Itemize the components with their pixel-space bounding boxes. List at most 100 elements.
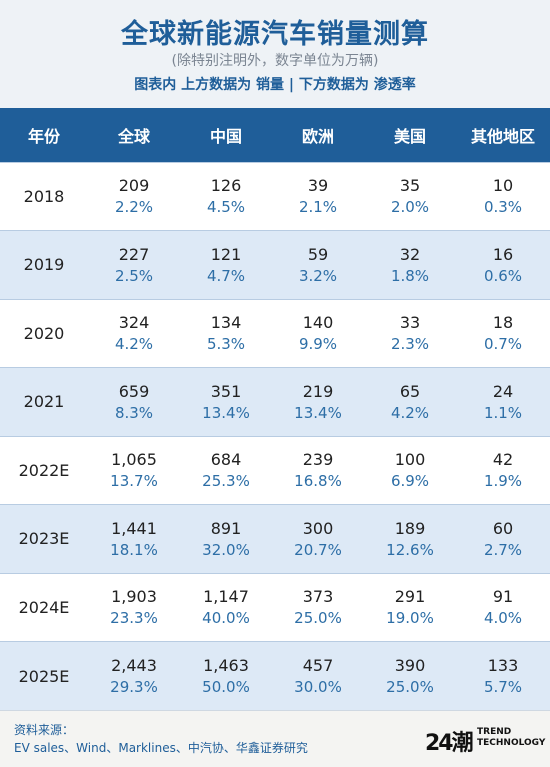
penetration-rate: 2.5% xyxy=(114,266,154,285)
sales-volume: 1,441 xyxy=(111,518,157,538)
page-title: 全球新能源汽车销量测算 xyxy=(121,19,429,50)
penetration-rate: 2.1% xyxy=(298,198,338,217)
table-body: 2018 209 2.2% 126 4.5% 39 2.1% 35 2.0% 10 0.3% 2019… xyxy=(0,162,550,710)
data-cell: 300 20.7% xyxy=(272,505,364,574)
table-row: 2023E 1,441 18.1% 891 32.0% 300 20.7% 189 12.6% 6… xyxy=(0,504,550,574)
data-cell: 42 1.9% xyxy=(456,436,550,505)
data-cell: 32 1.8% xyxy=(364,231,456,300)
sales-volume: 300 xyxy=(302,518,334,538)
penetration-rate: 13.7% xyxy=(110,472,158,491)
year-cell: 2020 xyxy=(23,323,65,343)
sales-volume: 189 xyxy=(394,518,426,538)
unit-note: (除特别注明外，数字单位为万辆) xyxy=(171,53,379,69)
data-cell: 684 25.3% xyxy=(180,436,272,505)
sales-volume: 65 xyxy=(399,381,421,401)
col-header-usa: 美国 xyxy=(393,126,426,146)
data-cell: 91 4.0% xyxy=(456,573,550,642)
data-cell: 219 13.4% xyxy=(272,368,364,437)
sales-volume: 39 xyxy=(307,176,329,196)
penetration-rate: 16.8% xyxy=(294,472,342,491)
penetration-rate: 4.2% xyxy=(114,335,154,354)
table-row: 2021 659 8.3% 351 13.4% 219 13.4% 65 4.2% 24 1.1% xyxy=(0,367,550,437)
data-cell: 1,903 23.3% xyxy=(88,573,180,642)
penetration-rate: 9.9% xyxy=(298,335,338,354)
sales-volume: 1,147 xyxy=(203,587,249,607)
data-cell: 18 0.7% xyxy=(456,299,550,368)
data-cell: 140 9.9% xyxy=(272,299,364,368)
sales-volume: 16 xyxy=(492,244,514,264)
penetration-rate: 6.9% xyxy=(390,472,430,491)
penetration-rate: 1.8% xyxy=(390,266,430,285)
table-header-row: 年份 全球 中国 欧洲 美国 其他地区 xyxy=(0,108,550,162)
sales-volume: 35 xyxy=(399,176,421,196)
penetration-rate: 2.2% xyxy=(114,198,154,217)
penetration-rate: 2.7% xyxy=(483,540,523,559)
sales-volume: 659 xyxy=(118,381,150,401)
data-cell: 121 4.7% xyxy=(180,231,272,300)
year-cell: 2021 xyxy=(23,392,65,412)
year-cell: 2025E xyxy=(18,666,70,686)
year-cell: 2019 xyxy=(23,255,65,275)
sales-volume: 227 xyxy=(118,244,150,264)
sales-volume: 1,463 xyxy=(203,656,249,675)
table-row: 2020 324 4.2% 134 5.3% 140 9.9% 33 2.3% 18 0.7% xyxy=(0,299,550,368)
data-cell: 16 0.6% xyxy=(456,231,550,300)
sales-volume: 373 xyxy=(302,587,334,607)
sales-volume: 33 xyxy=(399,313,421,333)
sales-volume: 133 xyxy=(487,656,519,675)
penetration-rate: 4.5% xyxy=(206,198,246,217)
penetration-rate: 13.4% xyxy=(202,403,250,422)
data-cell: 59 3.2% xyxy=(272,231,364,300)
sales-volume: 209 xyxy=(118,176,150,196)
sales-volume: 126 xyxy=(210,176,242,196)
penetration-rate: 13.4% xyxy=(294,403,342,422)
data-cell: 351 13.4% xyxy=(180,368,272,437)
sales-volume: 351 xyxy=(210,381,242,401)
data-cell: 133 5.7% xyxy=(456,642,550,711)
data-cell: 189 12.6% xyxy=(364,505,456,574)
header: 全球新能源汽车销量测算 (除特别注明外，数字单位为万辆) 图表内 上方数据为 销… xyxy=(0,0,550,108)
data-cell: 65 4.2% xyxy=(364,368,456,437)
sales-volume: 684 xyxy=(210,450,242,470)
data-cell: 39 2.1% xyxy=(272,162,364,231)
sales-volume: 100 xyxy=(394,450,426,470)
data-cell: 10 0.3% xyxy=(456,162,550,231)
table-row: 2022E 1,065 13.7% 684 25.3% 239 16.8% 100 6.9% 42… xyxy=(0,436,550,505)
penetration-rate: 29.3% xyxy=(110,678,158,696)
data-cell: 1,065 13.7% xyxy=(88,436,180,505)
sales-volume: 239 xyxy=(302,450,334,470)
data-cell: 209 2.2% xyxy=(88,162,180,231)
data-cell: 373 25.0% xyxy=(272,573,364,642)
col-header-year: 年份 xyxy=(27,126,60,146)
penetration-rate: 4.0% xyxy=(483,609,523,628)
penetration-rate: 20.7% xyxy=(294,540,342,559)
table-row: 2018 209 2.2% 126 4.5% 39 2.1% 35 2.0% 10 0.3% xyxy=(0,162,550,231)
penetration-rate: 8.3% xyxy=(114,403,154,422)
col-header-europe: 欧洲 xyxy=(301,126,334,146)
data-cell: 239 16.8% xyxy=(272,436,364,505)
col-header-global: 全球 xyxy=(117,126,150,146)
table-row: 2025E 2,443 29.3% 1,463 50.0% 457 30.0% 390 25.0… xyxy=(0,641,550,711)
penetration-rate: 5.7% xyxy=(483,678,523,696)
penetration-rate: 50.0% xyxy=(202,678,250,696)
data-cell: 24 1.1% xyxy=(456,368,550,437)
data-cell: 1,463 50.0% xyxy=(180,642,272,711)
sales-volume: 390 xyxy=(394,656,426,675)
year-cell: 2023E xyxy=(18,529,70,549)
penetration-rate: 0.3% xyxy=(483,198,523,217)
data-cell: 457 30.0% xyxy=(272,642,364,711)
penetration-rate: 40.0% xyxy=(202,609,250,628)
col-header-other: 其他地区 xyxy=(470,126,535,146)
sales-volume: 140 xyxy=(302,313,334,333)
penetration-rate: 3.2% xyxy=(298,266,338,285)
col-header-china: 中国 xyxy=(209,126,242,146)
year-cell: 2022E xyxy=(18,460,70,480)
data-cell: 100 6.9% xyxy=(364,436,456,505)
sales-volume: 291 xyxy=(394,587,426,607)
table-row: 2024E 1,903 23.3% 1,147 40.0% 373 25.0% 291 19.0… xyxy=(0,573,550,642)
data-cell: 2,443 29.3% xyxy=(88,642,180,711)
penetration-rate: 4.7% xyxy=(206,266,246,285)
sales-volume: 91 xyxy=(492,587,514,607)
data-cell: 390 25.0% xyxy=(364,642,456,711)
penetration-rate: 2.3% xyxy=(390,335,430,354)
